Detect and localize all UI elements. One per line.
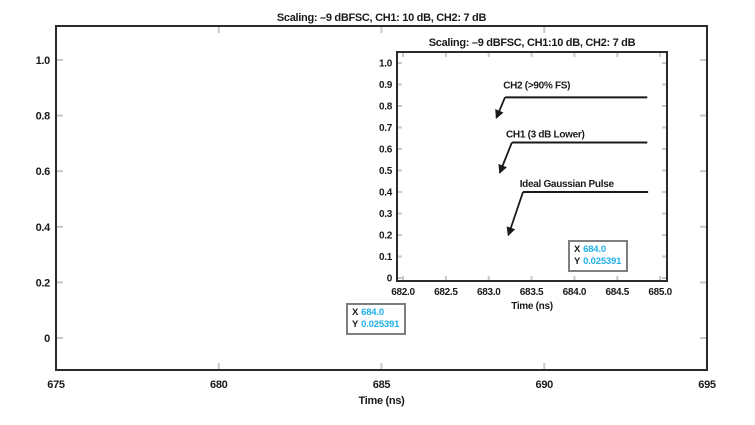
inset-y-tick-label: 1.0	[379, 58, 393, 69]
inset-x-tick-label: 683.0	[477, 287, 501, 298]
inset-annotation-label: Ideal Gaussian Pulse	[520, 179, 615, 190]
main-x-tick-label: 690	[536, 379, 554, 391]
inset-frame	[396, 51, 668, 282]
inset-x-tick-label: 682.0	[391, 287, 415, 298]
datatip-x-value: 684.0	[583, 244, 606, 255]
inset-y-tick-label: 0.6	[379, 144, 393, 155]
inset-x-tick-label: 682.5	[434, 287, 458, 298]
inset-y-tick-label: 0	[387, 273, 393, 284]
datatip-row-y: Y 0.025391	[574, 256, 621, 268]
main-y-tick-label: 0.2	[36, 277, 51, 289]
datatip-x-label: X	[352, 307, 359, 318]
datatip-x-label: X	[574, 244, 581, 255]
main-x-tick-label: 685	[373, 379, 391, 391]
datatip-inset[interactable]: X 684.0 Y 0.025391	[568, 240, 629, 272]
inset-y-tick-label: 0.1	[379, 252, 393, 263]
main-y-tick-label: 0.8	[36, 111, 51, 123]
inset-y-tick-label: 0.5	[379, 166, 393, 177]
inset-annotation-arrow	[495, 97, 506, 120]
inset-x-tick-label: 684.5	[606, 287, 630, 298]
inset-x-axis-label: Time (ns)	[511, 301, 553, 312]
inset-annotation-label: CH1 (3 dB Lower)	[506, 129, 585, 140]
inset-x-tick-label: 683.5	[520, 287, 544, 298]
inset-y-tick-label: 0.4	[379, 187, 393, 198]
inset-title: Scaling: –9 dBFSC, CH1:10 dB, CH2: 7 dB	[429, 37, 636, 49]
main-y-tick-label: 0.4	[36, 222, 52, 234]
inset-annotation-arrow	[506, 191, 524, 237]
main-y-tick-label: 0	[44, 333, 50, 345]
datatip-y-value: 0.025391	[361, 319, 400, 330]
main-x-tick-label: 695	[698, 379, 716, 391]
main-x-tick-label: 680	[210, 379, 228, 391]
datatip-row-x: X 684.0	[352, 307, 399, 319]
inset-annotation-label: CH2 (>90% FS)	[503, 81, 570, 92]
inset-y-tick-label: 0.2	[379, 230, 393, 241]
main-x-tick-label: 675	[47, 379, 65, 391]
inset-y-tick-label: 0.9	[379, 80, 393, 91]
datatip-y-value: 0.025391	[583, 256, 622, 267]
main-title: Scaling: –9 dBFSC, CH1: 10 dB, CH2: 7 dB	[277, 12, 487, 24]
inset-y-tick-label: 0.7	[379, 123, 393, 134]
inset-y-tick-label: 0.8	[379, 101, 393, 112]
inset-annotation-arrow	[498, 142, 513, 174]
main-y-tick-label: 0.6	[36, 166, 51, 178]
datatip-row-y: Y 0.025391	[352, 319, 399, 331]
main-frame	[55, 25, 708, 371]
inset-x-tick-label: 684.0	[563, 287, 587, 298]
datatip-x-value: 684.0	[361, 307, 384, 318]
datatip-y-label: Y	[574, 256, 581, 267]
inset-y-tick-label: 0.3	[379, 209, 393, 220]
main-x-axis-label: Time (ns)	[359, 395, 406, 407]
inset-x-tick-label: 685.0	[648, 287, 672, 298]
datatip-main[interactable]: X 684.0 Y 0.025391	[346, 303, 407, 335]
datatip-row-x: X 684.0	[574, 244, 621, 256]
main-y-tick-label: 1.0	[36, 55, 51, 67]
datatip-y-label: Y	[352, 319, 359, 330]
